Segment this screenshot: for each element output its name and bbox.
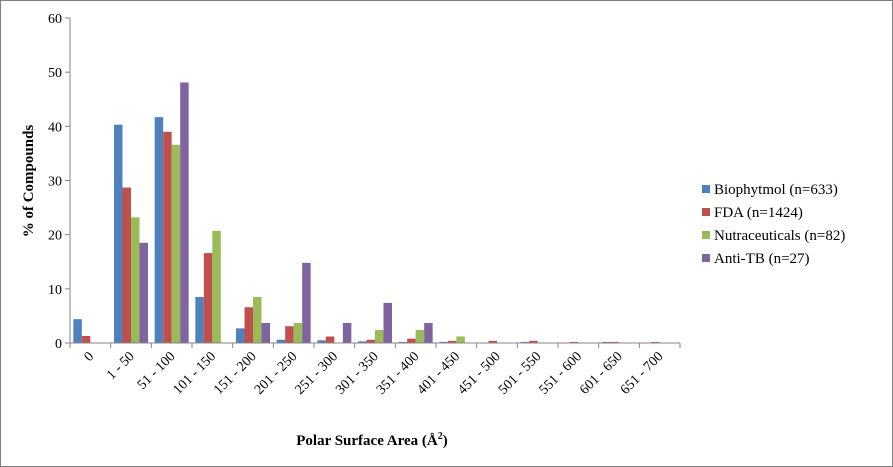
legend-swatch [702,254,710,262]
bar [488,340,497,343]
legend-swatch [702,231,710,239]
bar [342,322,352,343]
legend-swatch [702,185,710,193]
y-tick-label: 10 [48,283,62,298]
bar [253,296,262,343]
bar [651,341,660,343]
y-tick-label: 50 [48,66,62,81]
bar [569,341,579,343]
bar [236,328,245,343]
bar [195,296,204,343]
y-axis-title: % of Compounds [21,125,37,238]
bar [610,341,619,343]
bar [529,340,538,343]
bar [139,242,148,343]
bar [244,307,253,343]
legend-swatch [702,208,710,216]
bar [358,341,367,343]
bar [325,336,335,343]
bar [154,117,164,343]
x-axis-title: Polar Surface Area (Å2) [296,431,448,449]
bar [383,302,392,343]
bar [131,217,140,343]
y-tick-label: 40 [48,120,62,135]
axes-layer [65,17,681,348]
bar [203,253,213,343]
y-tick-labels: 0 10 20 30 40 50 60 [48,12,62,352]
bar [456,336,465,343]
bar [415,330,425,343]
bar [114,124,123,343]
y-tick-label: 30 [48,175,62,190]
bar [122,187,131,343]
bar [293,322,303,343]
bar [81,335,91,343]
bar [212,230,221,343]
x-tick-label: 151 - 200 [211,349,260,398]
y-tick-label: 60 [48,12,62,27]
y-tick-label: 0 [55,337,62,352]
x-tick-label: 101 - 150 [171,349,220,398]
bar [398,341,408,343]
bar [439,341,448,343]
x-tick-label: 251 - 300 [293,349,342,398]
x-tick-label: 501 - 550 [496,349,545,398]
x-tick-label: 651 - 700 [618,349,667,398]
x-tick-label: 1 - 50 [104,349,138,383]
bar [317,340,326,343]
bar [366,339,375,343]
x-tick-label: 0 [82,349,98,365]
x-tick-label: 351 - 400 [374,349,423,398]
x-tick-label: 401 - 450 [415,349,464,398]
bar [276,339,286,343]
bar [447,340,457,343]
bar [180,82,189,343]
bars-layer [73,82,660,343]
bar [261,322,270,343]
bar [171,144,181,343]
legend-label: Nutraceuticals (n=82) [714,228,845,244]
bar [163,131,172,343]
bar [302,262,311,343]
legend-label: Biophytmol (n=633) [714,182,838,198]
bar [424,322,433,343]
x-tick-label: 601 - 650 [577,349,626,398]
y-tick-label: 20 [48,229,62,244]
bar [407,338,416,343]
x-tick-label: 301 - 350 [333,349,382,398]
bar [602,341,611,343]
bar [73,319,82,343]
bar [375,330,384,343]
legend-label: FDA (n=1424) [714,205,803,221]
x-tick-label: 551 - 600 [537,349,586,398]
legend-label: Anti-TB (n=27) [714,251,810,267]
x-tick-label: 201 - 250 [252,349,301,398]
bar [285,326,294,343]
bar [520,341,530,343]
x-tick-label: 451 - 500 [455,349,504,398]
legend: Biophytmol (n=633) FDA (n=1424) Nutraceuti… [702,182,845,267]
